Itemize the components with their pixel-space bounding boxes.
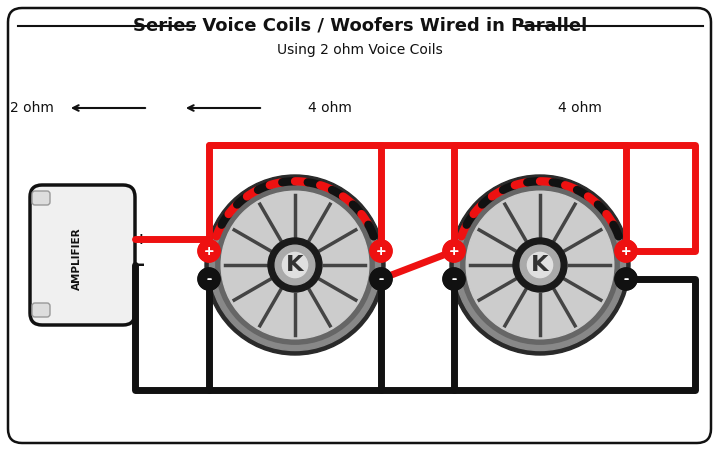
Circle shape bbox=[615, 240, 637, 262]
Circle shape bbox=[198, 240, 220, 262]
Text: 2 ohm: 2 ohm bbox=[10, 101, 54, 115]
FancyBboxPatch shape bbox=[32, 191, 50, 205]
Circle shape bbox=[615, 268, 637, 290]
Text: Using 2 ohm Voice Coils: Using 2 ohm Voice Coils bbox=[277, 43, 443, 57]
Text: -: - bbox=[451, 273, 456, 286]
Text: +: + bbox=[621, 245, 631, 258]
Circle shape bbox=[443, 268, 465, 290]
Circle shape bbox=[443, 268, 465, 290]
Circle shape bbox=[370, 268, 392, 290]
Circle shape bbox=[521, 245, 560, 285]
Circle shape bbox=[221, 191, 369, 339]
Text: K: K bbox=[287, 255, 304, 275]
Circle shape bbox=[527, 252, 553, 278]
Circle shape bbox=[615, 268, 637, 290]
Circle shape bbox=[205, 175, 385, 355]
Text: -: - bbox=[624, 273, 629, 286]
Text: -: - bbox=[379, 273, 384, 286]
Text: -: - bbox=[207, 273, 212, 286]
Text: +: + bbox=[449, 245, 459, 258]
Circle shape bbox=[275, 245, 315, 285]
Circle shape bbox=[370, 240, 392, 262]
FancyBboxPatch shape bbox=[30, 185, 135, 325]
Text: -: - bbox=[451, 273, 456, 286]
Circle shape bbox=[513, 238, 567, 292]
Circle shape bbox=[370, 268, 392, 290]
Circle shape bbox=[210, 180, 380, 351]
Text: +: + bbox=[376, 245, 387, 258]
Text: -: - bbox=[379, 273, 384, 286]
Text: -: - bbox=[207, 273, 212, 286]
Text: -: - bbox=[624, 273, 629, 286]
Circle shape bbox=[467, 191, 613, 339]
Circle shape bbox=[268, 238, 322, 292]
FancyBboxPatch shape bbox=[32, 303, 50, 317]
Text: -: - bbox=[137, 256, 145, 274]
Circle shape bbox=[282, 252, 307, 278]
Circle shape bbox=[443, 240, 465, 262]
Text: +: + bbox=[204, 245, 215, 258]
Text: Series Voice Coils / Woofers Wired in Parallel: Series Voice Coils / Woofers Wired in Pa… bbox=[133, 17, 587, 35]
Text: +: + bbox=[376, 245, 387, 258]
Text: +: + bbox=[135, 231, 148, 247]
Circle shape bbox=[216, 186, 374, 344]
Circle shape bbox=[615, 240, 637, 262]
Text: +: + bbox=[621, 245, 631, 258]
Text: AMPLIFIER: AMPLIFIER bbox=[71, 228, 81, 290]
Circle shape bbox=[454, 180, 626, 351]
Circle shape bbox=[450, 175, 630, 355]
Circle shape bbox=[461, 186, 619, 344]
Text: +: + bbox=[449, 245, 459, 258]
Text: +: + bbox=[204, 245, 215, 258]
Text: K: K bbox=[531, 255, 549, 275]
Circle shape bbox=[198, 268, 220, 290]
Circle shape bbox=[370, 240, 392, 262]
Circle shape bbox=[198, 240, 220, 262]
Circle shape bbox=[443, 240, 465, 262]
Text: 4 ohm: 4 ohm bbox=[308, 101, 352, 115]
Text: 4 ohm: 4 ohm bbox=[558, 101, 602, 115]
Circle shape bbox=[198, 268, 220, 290]
